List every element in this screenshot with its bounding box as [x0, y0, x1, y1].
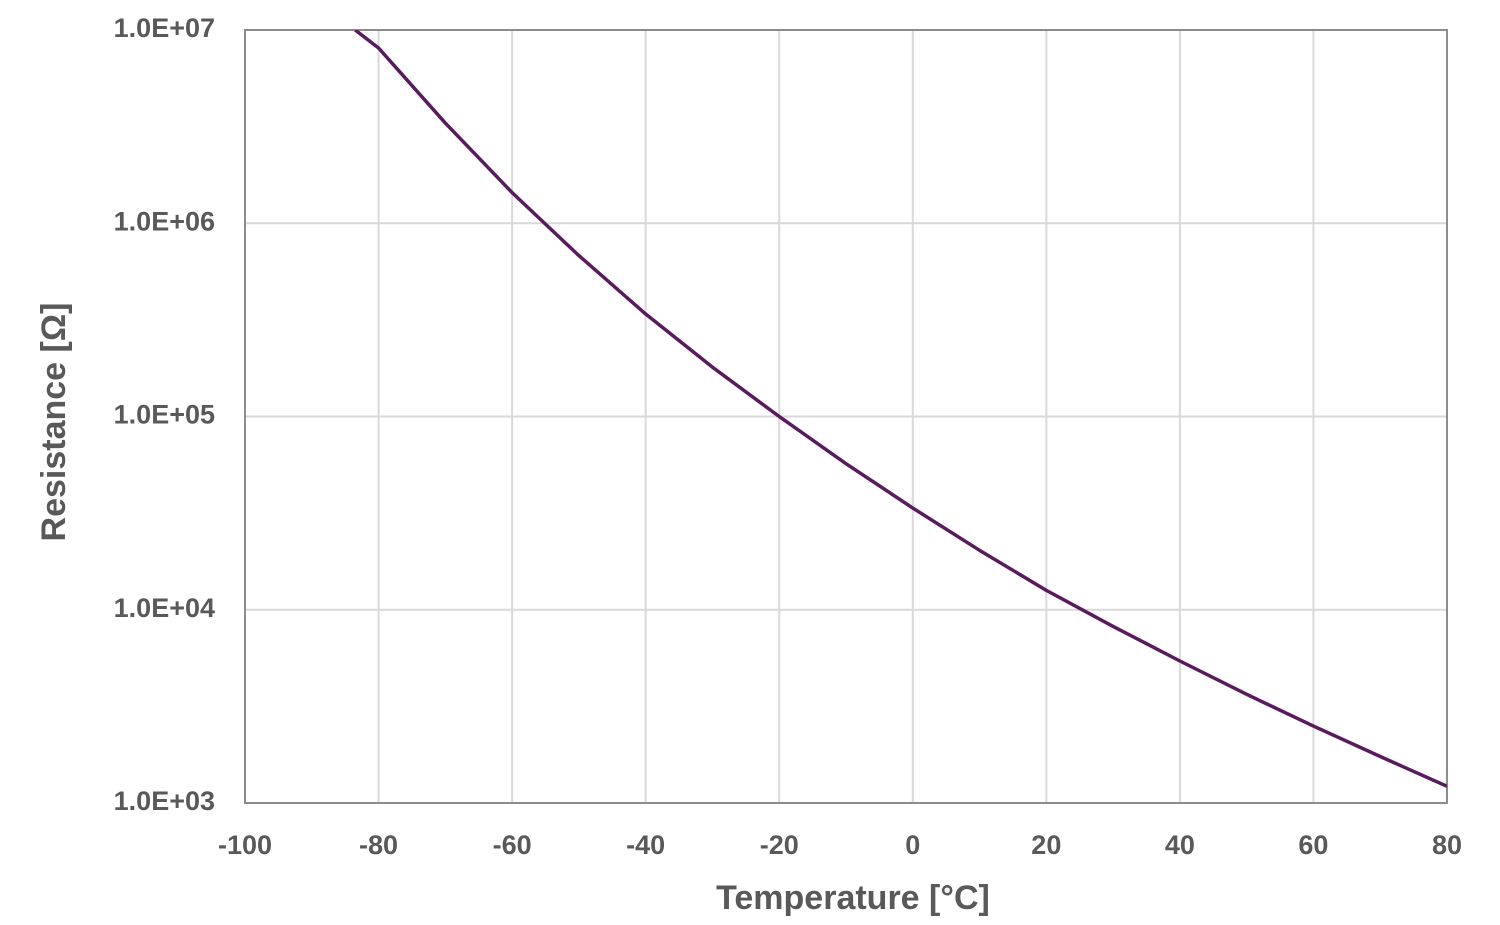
y-tick-label: 1.0E+06: [114, 206, 215, 236]
x-tick-label: 60: [1298, 830, 1328, 860]
x-tick-label: -100: [218, 830, 272, 860]
y-tick-label: 1.0E+07: [114, 13, 215, 43]
x-tick-label: -40: [626, 830, 665, 860]
x-tick-label: -60: [493, 830, 532, 860]
y-axis-title: Resistance [Ω]: [35, 303, 73, 542]
data-line: [354, 30, 1447, 788]
y-tick-label: 1.0E+03: [114, 786, 215, 816]
x-tick-label: -20: [760, 830, 799, 860]
x-tick-label: 40: [1165, 830, 1195, 860]
x-axis-title: Temperature [°C]: [716, 879, 990, 917]
y-tick-label: 1.0E+05: [114, 400, 215, 430]
x-tick-label: -80: [359, 830, 398, 860]
x-tick-label: 0: [905, 830, 920, 860]
x-tick-label: 20: [1031, 830, 1061, 860]
y-tick-label: 1.0E+04: [114, 593, 215, 623]
plot-frame: [244, 29, 1448, 804]
x-tick-label: 80: [1432, 830, 1462, 860]
